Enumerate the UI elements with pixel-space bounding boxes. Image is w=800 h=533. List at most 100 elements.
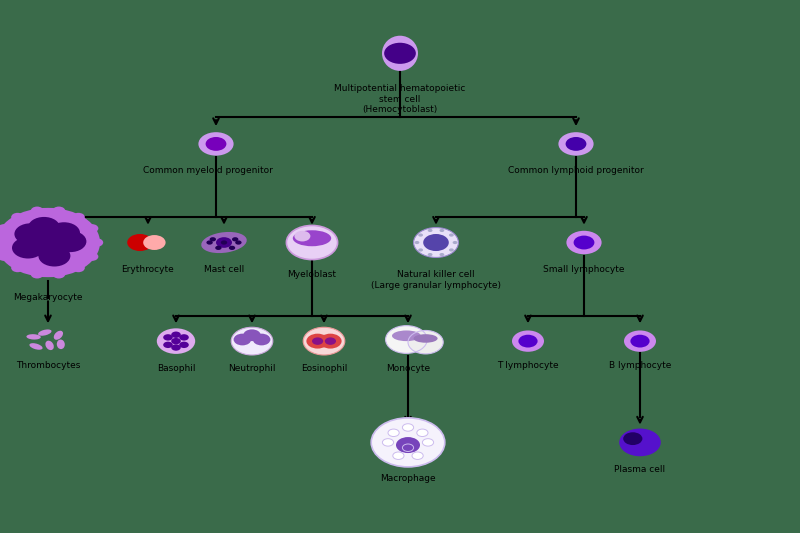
Circle shape — [30, 270, 43, 278]
Circle shape — [53, 207, 66, 215]
Circle shape — [163, 342, 173, 348]
Circle shape — [171, 338, 181, 344]
Text: Plasma cell: Plasma cell — [614, 465, 666, 474]
Circle shape — [171, 344, 181, 351]
Text: Macrophage: Macrophage — [380, 474, 436, 483]
Circle shape — [306, 334, 329, 349]
Circle shape — [423, 234, 449, 251]
Circle shape — [215, 246, 222, 250]
Circle shape — [179, 342, 189, 348]
Text: Eosinophil: Eosinophil — [301, 364, 347, 373]
Ellipse shape — [46, 341, 54, 350]
Circle shape — [393, 452, 404, 459]
Ellipse shape — [392, 330, 421, 341]
Text: Thrombocytes: Thrombocytes — [16, 361, 80, 370]
Ellipse shape — [414, 334, 438, 343]
Circle shape — [163, 334, 173, 341]
Circle shape — [512, 330, 544, 352]
Text: Small lymphocyte: Small lymphocyte — [543, 265, 625, 274]
Text: Erythrocyte: Erythrocyte — [122, 265, 174, 274]
Circle shape — [453, 241, 458, 244]
Circle shape — [157, 328, 195, 354]
Circle shape — [206, 137, 226, 151]
Circle shape — [449, 248, 454, 252]
Circle shape — [439, 253, 444, 256]
Text: Common lymphoid progenitor: Common lymphoid progenitor — [508, 166, 644, 175]
Circle shape — [0, 224, 10, 233]
Circle shape — [417, 429, 428, 437]
Circle shape — [30, 207, 43, 215]
Circle shape — [86, 224, 98, 233]
Circle shape — [402, 424, 414, 431]
Circle shape — [72, 213, 85, 221]
Circle shape — [26, 235, 58, 256]
Text: Natural killer cell
(Large granular lymphocyte): Natural killer cell (Large granular lymp… — [371, 270, 501, 289]
Circle shape — [127, 234, 153, 251]
Circle shape — [382, 439, 394, 446]
Circle shape — [418, 233, 423, 237]
Text: Megakaryocyte: Megakaryocyte — [14, 293, 82, 302]
Circle shape — [235, 240, 242, 245]
Circle shape — [11, 264, 24, 272]
Circle shape — [624, 330, 656, 352]
Circle shape — [286, 225, 338, 260]
Circle shape — [325, 337, 336, 345]
Ellipse shape — [382, 36, 418, 71]
Circle shape — [28, 217, 60, 238]
Circle shape — [54, 231, 86, 252]
Circle shape — [38, 245, 70, 266]
Circle shape — [428, 229, 433, 232]
Circle shape — [294, 231, 310, 241]
Circle shape — [574, 236, 594, 249]
Circle shape — [439, 229, 444, 232]
Circle shape — [402, 444, 414, 451]
Circle shape — [414, 241, 419, 244]
Circle shape — [231, 327, 273, 355]
Circle shape — [0, 252, 10, 261]
Circle shape — [143, 235, 166, 250]
Circle shape — [418, 248, 423, 252]
Circle shape — [216, 237, 232, 248]
Circle shape — [630, 335, 650, 348]
Circle shape — [171, 332, 181, 338]
Text: Basophil: Basophil — [157, 364, 195, 373]
Ellipse shape — [293, 230, 331, 246]
Ellipse shape — [57, 340, 65, 349]
Circle shape — [0, 238, 6, 247]
Circle shape — [384, 43, 416, 64]
Circle shape — [303, 327, 345, 355]
Ellipse shape — [251, 334, 262, 341]
Circle shape — [11, 213, 24, 221]
Circle shape — [412, 452, 423, 459]
Ellipse shape — [54, 330, 63, 340]
Circle shape — [388, 429, 399, 437]
Circle shape — [518, 335, 538, 348]
Circle shape — [48, 222, 80, 244]
Circle shape — [253, 334, 270, 345]
Ellipse shape — [38, 329, 51, 336]
Circle shape — [234, 334, 251, 345]
Circle shape — [210, 237, 216, 241]
Text: Myeloblast: Myeloblast — [287, 270, 337, 279]
Circle shape — [232, 237, 238, 241]
Ellipse shape — [26, 334, 41, 340]
Text: T lymphocyte: T lymphocyte — [497, 361, 559, 370]
Ellipse shape — [242, 334, 253, 341]
Circle shape — [312, 337, 323, 345]
Circle shape — [623, 432, 642, 445]
Text: B lymphocyte: B lymphocyte — [609, 361, 671, 370]
Circle shape — [566, 137, 586, 151]
Circle shape — [12, 237, 44, 259]
Circle shape — [408, 330, 443, 354]
Circle shape — [206, 240, 213, 245]
Circle shape — [72, 264, 85, 272]
Text: Common myeloid progenitor: Common myeloid progenitor — [143, 166, 273, 175]
Ellipse shape — [30, 343, 42, 350]
Text: Monocyte: Monocyte — [386, 364, 430, 373]
Text: Neutrophil: Neutrophil — [228, 364, 276, 373]
Circle shape — [386, 326, 427, 353]
Circle shape — [566, 231, 602, 254]
Circle shape — [558, 132, 594, 156]
Circle shape — [179, 334, 189, 341]
Circle shape — [396, 437, 420, 453]
